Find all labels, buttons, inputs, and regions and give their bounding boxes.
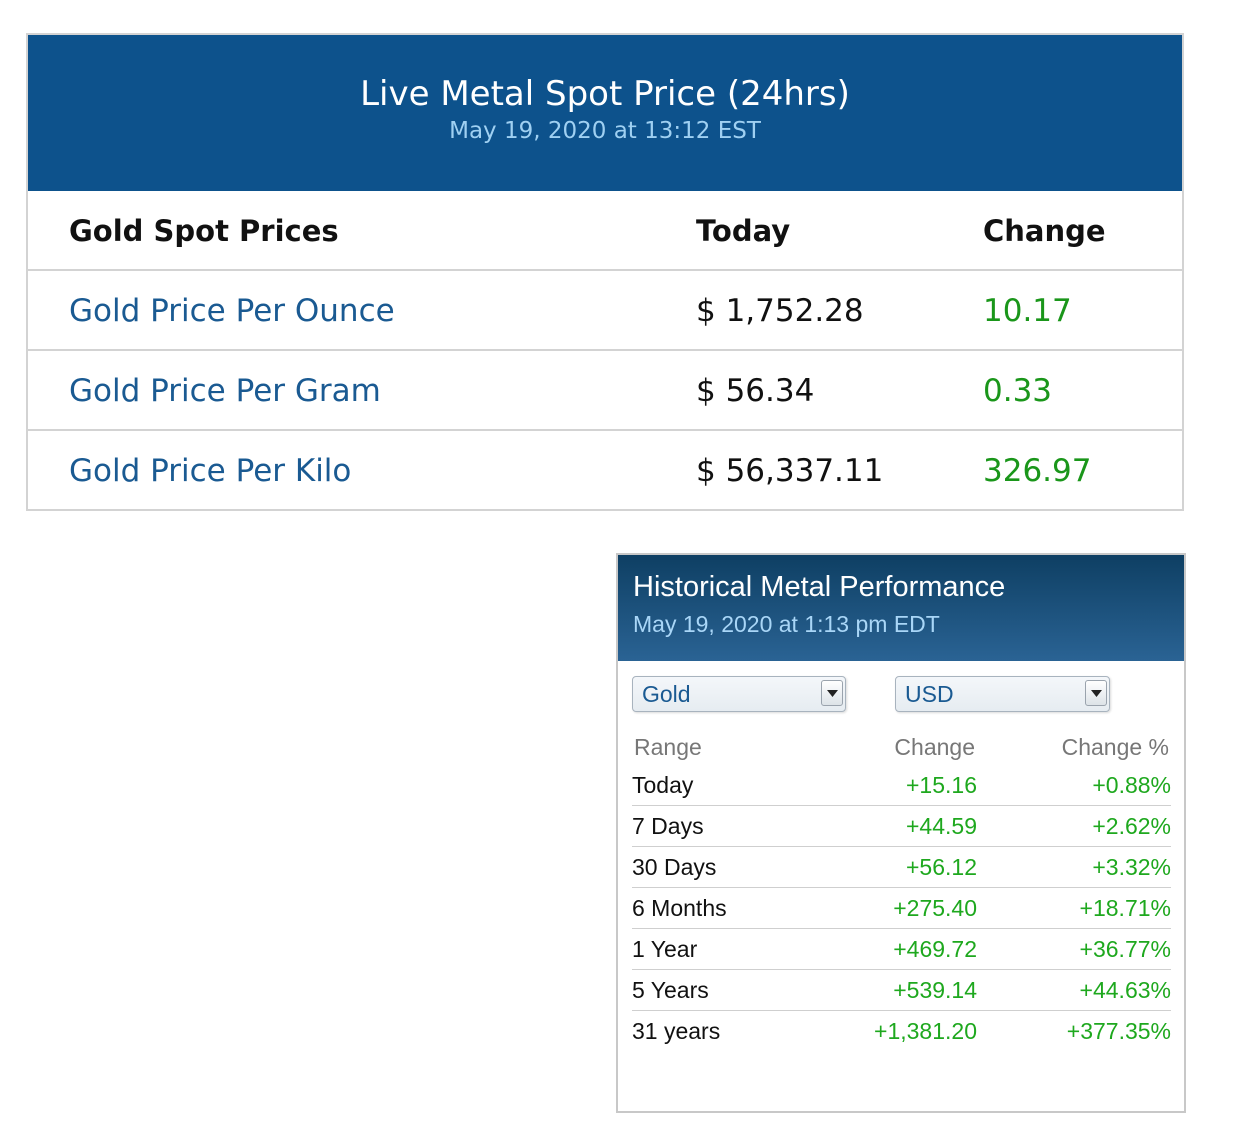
range-change-percent: +0.88%: [1092, 772, 1171, 798]
chevron-down-icon[interactable]: [821, 680, 843, 706]
live-spot-price-widget: Live Metal Spot Price (24hrs) May 19, 20…: [26, 33, 1184, 511]
column-header-change: Change: [894, 734, 975, 760]
range-label: 7 Days: [632, 813, 704, 839]
range-change-percent: +3.32%: [1092, 854, 1171, 880]
price-change: 0.33: [983, 373, 1053, 409]
range-change: +56.12: [906, 854, 977, 880]
table-row: 6 Months +275.40 +18.71%: [632, 888, 1171, 929]
range-change-percent: +2.62%: [1092, 813, 1171, 839]
range-change-percent: +36.77%: [1079, 936, 1171, 962]
today-price: $ 56.34: [696, 373, 815, 409]
chevron-down-icon[interactable]: [1085, 680, 1107, 706]
range-label: Today: [632, 772, 694, 798]
historical-header: Historical Metal Performance May 19, 202…: [618, 555, 1184, 661]
range-change: +539.14: [893, 977, 977, 1003]
today-price: $ 1,752.28: [696, 293, 864, 329]
currency-select-value: USD: [905, 681, 954, 707]
range-change: +44.59: [906, 813, 977, 839]
column-header-today: Today: [696, 214, 791, 248]
gold-price-per-ounce-link[interactable]: Gold Price Per Ounce: [69, 293, 395, 329]
spot-price-title: Live Metal Spot Price (24hrs): [360, 74, 850, 114]
range-label: 30 Days: [632, 854, 717, 880]
range-change: +469.72: [893, 936, 977, 962]
column-header-gold-spot-prices: Gold Spot Prices: [69, 214, 339, 248]
range-label: 31 years: [632, 1018, 721, 1044]
range-label: 6 Months: [632, 895, 727, 921]
column-header-change-percent: Change %: [1061, 734, 1169, 760]
table-row: Today +15.16 +0.88%: [632, 765, 1171, 806]
table-row: 30 Days +56.12 +3.32%: [632, 847, 1171, 888]
range-change-percent: +377.35%: [1066, 1018, 1171, 1044]
table-row: 1 Year +469.72 +36.77%: [632, 929, 1171, 970]
historical-table-header-row: Range Change Change %: [632, 727, 1171, 765]
table-row: Gold Price Per Ounce $ 1,752.28 10.17: [28, 271, 1182, 351]
range-change: +15.16: [906, 772, 977, 798]
metal-select[interactable]: Gold: [632, 676, 846, 712]
range-change-percent: +18.71%: [1079, 895, 1171, 921]
spot-table-header-row: Gold Spot Prices Today Change: [28, 191, 1182, 271]
column-header-range: Range: [634, 734, 702, 760]
historical-title: Historical Metal Performance: [633, 571, 1006, 603]
historical-table: Range Change Change % Today +15.16 +0.88…: [632, 727, 1171, 1052]
currency-select[interactable]: USD: [895, 676, 1110, 712]
metal-select-value: Gold: [642, 681, 691, 707]
gold-price-per-gram-link[interactable]: Gold Price Per Gram: [69, 373, 381, 409]
table-row: 31 years +1,381.20 +377.35%: [632, 1011, 1171, 1052]
gold-price-per-kilo-link[interactable]: Gold Price Per Kilo: [69, 453, 352, 489]
table-row: 7 Days +44.59 +2.62%: [632, 806, 1171, 847]
table-row: Gold Price Per Gram $ 56.34 0.33: [28, 351, 1182, 431]
historical-performance-widget: Historical Metal Performance May 19, 202…: [616, 553, 1186, 1113]
spot-price-timestamp: May 19, 2020 at 13:12 EST: [449, 118, 761, 144]
range-label: 1 Year: [632, 936, 698, 962]
price-change: 326.97: [983, 453, 1092, 489]
range-change-percent: +44.63%: [1079, 977, 1171, 1003]
today-price: $ 56,337.11: [696, 453, 884, 489]
table-row: Gold Price Per Kilo $ 56,337.11 326.97: [28, 431, 1182, 511]
range-change: +275.40: [893, 895, 977, 921]
table-row: 5 Years +539.14 +44.63%: [632, 970, 1171, 1011]
range-label: 5 Years: [632, 977, 709, 1003]
historical-timestamp: May 19, 2020 at 1:13 pm EDT: [633, 611, 940, 637]
range-change: +1,381.20: [874, 1018, 977, 1044]
spot-price-header: Live Metal Spot Price (24hrs) May 19, 20…: [28, 35, 1182, 191]
column-header-change: Change: [983, 214, 1106, 248]
price-change: 10.17: [983, 293, 1072, 329]
